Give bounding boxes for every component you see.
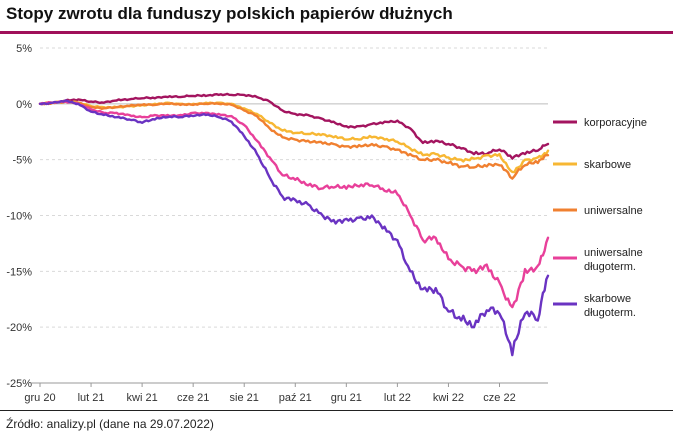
series-line-4 xyxy=(38,100,550,309)
legend-label: skarbowe xyxy=(584,159,631,171)
x-tick-label: cze 22 xyxy=(483,392,515,404)
legend-label: długoterm. xyxy=(584,307,636,319)
x-tick-label: gru 20 xyxy=(24,392,55,404)
legend-label: długoterm. xyxy=(584,261,636,273)
y-tick-label: -15% xyxy=(6,266,32,278)
x-tick-label: paź 21 xyxy=(279,392,312,404)
legend-label: skarbowe xyxy=(584,293,631,305)
chart-title: Stopy zwrotu dla funduszy polskich papie… xyxy=(6,4,453,23)
source-note: Źródło: analizy.pl (dane na 29.07.2022) xyxy=(6,417,214,431)
y-tick-label: -20% xyxy=(6,322,32,334)
y-tick-label: -5% xyxy=(12,155,32,167)
legend-label: korporacyjne xyxy=(584,117,647,129)
series-line-5 xyxy=(38,99,550,357)
line-chart: 5% 0% -5% -10% -15% -20% -25% gru 20 lut 21 kwi … xyxy=(6,43,647,404)
x-tick-label: lut 21 xyxy=(78,392,105,404)
x-tick-label: gru 21 xyxy=(331,392,362,404)
series-line-2 xyxy=(38,99,550,174)
y-tick-label: -10% xyxy=(6,211,32,223)
title-underline xyxy=(0,31,673,34)
y-axis: 5% 0% -5% -10% -15% -20% -25% xyxy=(6,43,32,390)
y-tick-label: 0% xyxy=(16,99,32,111)
legend-label: uniwersalne xyxy=(584,205,643,217)
x-tick-label: kwi 22 xyxy=(433,392,464,404)
x-tick-label: lut 22 xyxy=(384,392,411,404)
footer-divider xyxy=(0,410,673,411)
series-line-1 xyxy=(38,92,550,160)
series-lines xyxy=(38,92,550,357)
y-tick-label: 5% xyxy=(16,43,32,55)
y-tick-label: -25% xyxy=(6,378,32,390)
x-tick-label: sie 21 xyxy=(230,392,259,404)
gridlines xyxy=(40,47,548,384)
x-tick-label: cze 21 xyxy=(177,392,209,404)
x-axis: gru 20 lut 21 kwi 21 cze 21 sie 21 paź 21 gru … xyxy=(24,382,548,404)
series-line-3 xyxy=(38,100,550,180)
legend-label: uniwersalne xyxy=(584,247,643,259)
x-tick-label: kwi 21 xyxy=(127,392,158,404)
legend: korporacyjne skarbowe uniwersalne uniwersal… xyxy=(553,117,647,319)
